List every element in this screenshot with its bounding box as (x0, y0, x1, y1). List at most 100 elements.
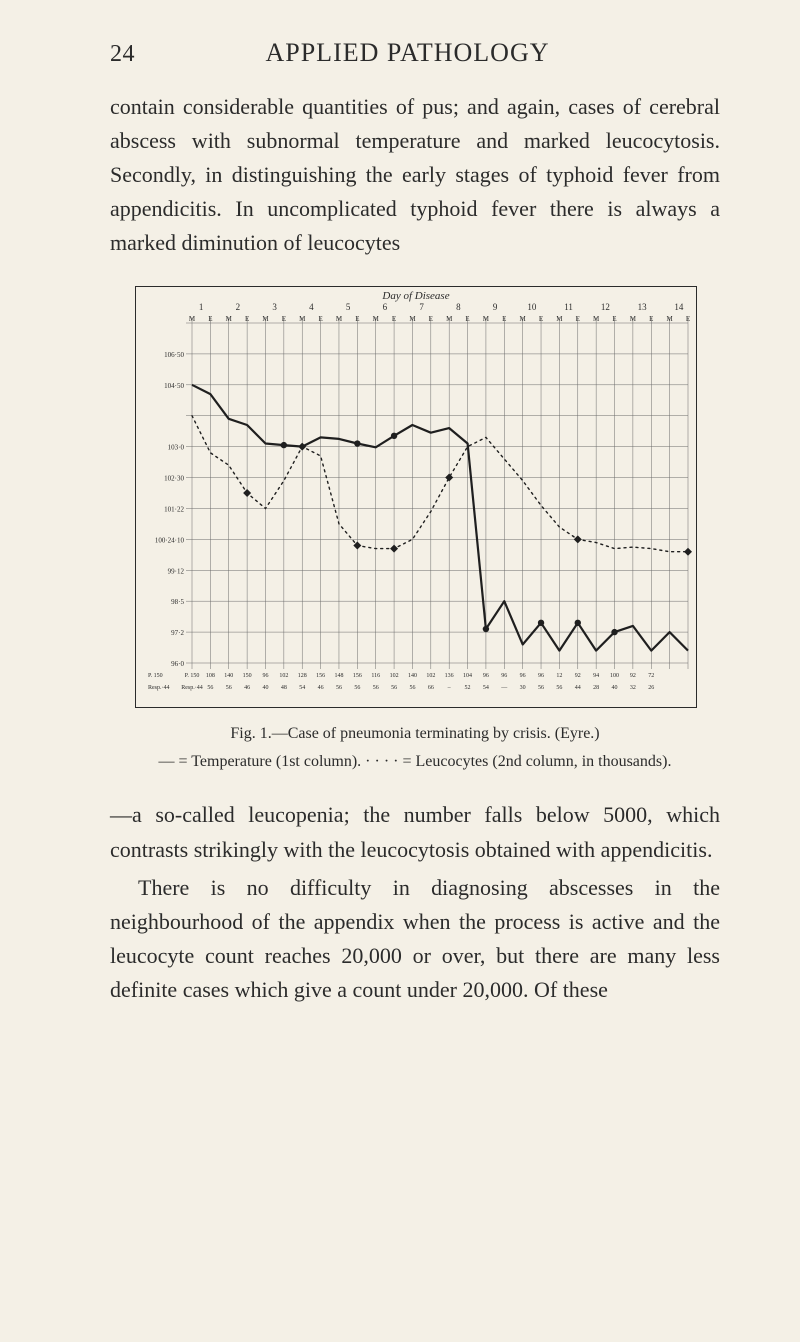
svg-text:M: M (299, 315, 306, 323)
svg-text:116: 116 (371, 673, 380, 679)
svg-text:M: M (189, 315, 196, 323)
svg-text:P. 150: P. 150 (185, 673, 200, 679)
svg-text:11: 11 (564, 302, 573, 312)
svg-text:52: 52 (465, 685, 471, 691)
chart-wrap: Day of Disease1234567891011121314MEMEMEM… (135, 286, 695, 774)
svg-text:Day of Disease: Day of Disease (381, 290, 449, 302)
svg-text:150: 150 (243, 673, 252, 679)
svg-text:10: 10 (527, 302, 537, 312)
svg-text:100·24·10: 100·24·10 (155, 537, 185, 545)
svg-text:128: 128 (298, 673, 307, 679)
svg-text:44: 44 (575, 685, 581, 691)
svg-text:104: 104 (463, 673, 472, 679)
svg-text:P. 150: P. 150 (148, 673, 163, 679)
svg-text:32: 32 (630, 685, 636, 691)
svg-text:M: M (593, 315, 600, 323)
svg-text:E: E (576, 315, 580, 323)
svg-text:48: 48 (281, 685, 287, 691)
svg-text:E: E (465, 315, 469, 323)
svg-text:28: 28 (593, 685, 599, 691)
svg-text:54: 54 (483, 685, 489, 691)
svg-text:6: 6 (383, 302, 388, 312)
header-row: 24 APPLIED PATHOLOGY (110, 38, 720, 68)
svg-text:M: M (262, 315, 269, 323)
svg-text:40: 40 (612, 685, 618, 691)
svg-text:54: 54 (299, 685, 305, 691)
svg-text:46: 46 (244, 685, 250, 691)
svg-text:M: M (667, 315, 674, 323)
svg-text:96·0: 96·0 (171, 660, 184, 668)
svg-text:96: 96 (520, 673, 526, 679)
svg-text:56: 56 (207, 685, 213, 691)
svg-text:56: 56 (336, 685, 342, 691)
svg-text:E: E (649, 315, 653, 323)
svg-text:Resp.·44: Resp.·44 (181, 685, 203, 691)
svg-text:M: M (483, 315, 490, 323)
svg-text:E: E (686, 315, 690, 323)
svg-text:96: 96 (483, 673, 489, 679)
figure-caption: Fig. 1.—Case of pneumonia terminating by… (135, 722, 695, 774)
svg-text:M: M (630, 315, 637, 323)
svg-text:56: 56 (373, 685, 379, 691)
svg-text:56: 56 (556, 685, 562, 691)
svg-text:E: E (612, 315, 616, 323)
svg-text:156: 156 (353, 673, 362, 679)
svg-text:102: 102 (390, 673, 399, 679)
svg-text:—: — (500, 685, 508, 691)
paragraph-2: —a so-called leucopenia; the number fall… (110, 798, 720, 866)
svg-text:156: 156 (316, 673, 325, 679)
svg-text:M: M (336, 315, 343, 323)
svg-text:M: M (520, 315, 527, 323)
svg-text:E: E (208, 315, 212, 323)
svg-text:103·0: 103·0 (168, 444, 185, 452)
svg-text:E: E (282, 315, 286, 323)
svg-text:56: 56 (354, 685, 360, 691)
svg-text:M: M (556, 315, 563, 323)
svg-text:M: M (409, 315, 416, 323)
svg-text:106·50: 106·50 (164, 351, 184, 359)
chart-figure: Day of Disease1234567891011121314MEMEMEM… (135, 286, 697, 708)
svg-text:56: 56 (226, 685, 232, 691)
svg-text:140: 140 (408, 673, 417, 679)
svg-text:9: 9 (493, 302, 498, 312)
svg-text:M: M (226, 315, 233, 323)
svg-text:66: 66 (428, 685, 434, 691)
svg-text:30: 30 (520, 685, 526, 691)
svg-text:40: 40 (262, 685, 268, 691)
svg-text:100: 100 (610, 673, 619, 679)
svg-text:13: 13 (638, 302, 648, 312)
svg-text:108: 108 (206, 673, 215, 679)
svg-text:92: 92 (630, 673, 636, 679)
svg-text:–: – (447, 685, 452, 691)
caption-line-1: Fig. 1.—Case of pneumonia terminating by… (230, 725, 599, 742)
svg-text:12: 12 (556, 673, 562, 679)
svg-text:56: 56 (391, 685, 397, 691)
svg-text:26: 26 (648, 685, 654, 691)
svg-text:12: 12 (601, 302, 610, 312)
svg-text:148: 148 (334, 673, 343, 679)
svg-text:96: 96 (262, 673, 268, 679)
svg-text:102: 102 (279, 673, 288, 679)
svg-text:14: 14 (674, 302, 684, 312)
svg-text:72: 72 (648, 673, 654, 679)
svg-text:E: E (355, 315, 359, 323)
svg-text:99·12: 99·12 (168, 568, 185, 576)
running-title: APPLIED PATHOLOGY (95, 38, 720, 68)
svg-text:101·22: 101·22 (164, 506, 184, 514)
svg-text:1: 1 (199, 302, 204, 312)
svg-text:104·50: 104·50 (164, 382, 184, 390)
svg-text:4: 4 (309, 302, 314, 312)
svg-text:96: 96 (501, 673, 507, 679)
svg-text:3: 3 (272, 302, 277, 312)
caption-line-2: — = Temperature (1st column). · · · · = … (135, 750, 695, 774)
svg-text:E: E (318, 315, 322, 323)
svg-text:92: 92 (575, 673, 581, 679)
svg-text:E: E (392, 315, 396, 323)
svg-text:140: 140 (224, 673, 233, 679)
svg-text:98·5: 98·5 (171, 599, 184, 607)
svg-text:5: 5 (346, 302, 351, 312)
svg-text:102: 102 (426, 673, 435, 679)
svg-text:94: 94 (593, 673, 599, 679)
svg-text:E: E (502, 315, 506, 323)
svg-text:7: 7 (419, 302, 424, 312)
